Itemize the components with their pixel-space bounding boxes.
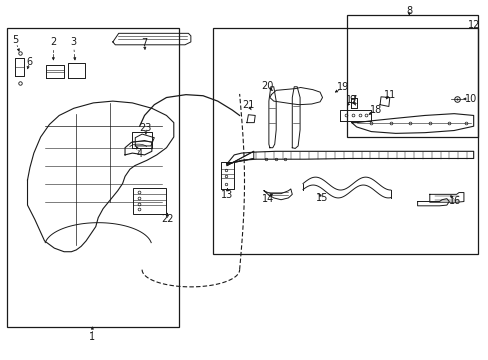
Text: 3: 3 <box>70 37 76 47</box>
Bar <box>6 28 178 327</box>
Text: 1: 1 <box>89 332 95 342</box>
Text: 8: 8 <box>406 6 411 16</box>
Bar <box>133 188 165 214</box>
Text: 6: 6 <box>26 57 32 67</box>
Text: 17: 17 <box>345 95 357 105</box>
Text: 22: 22 <box>161 214 173 224</box>
Text: 10: 10 <box>464 94 476 104</box>
Text: 5: 5 <box>12 35 19 45</box>
Text: 21: 21 <box>242 100 254 111</box>
Bar <box>212 28 477 253</box>
Text: 13: 13 <box>221 190 233 200</box>
Text: 18: 18 <box>369 105 382 115</box>
Text: 2: 2 <box>50 37 57 47</box>
Text: 16: 16 <box>448 196 460 206</box>
Text: 20: 20 <box>261 81 274 91</box>
Text: 15: 15 <box>316 193 328 203</box>
Text: 19: 19 <box>336 82 348 93</box>
Text: 12: 12 <box>467 20 479 30</box>
Text: 4: 4 <box>136 149 142 159</box>
Text: 11: 11 <box>383 90 395 100</box>
Text: 14: 14 <box>261 194 273 204</box>
Text: 23: 23 <box>139 123 151 133</box>
Text: 9: 9 <box>349 95 355 105</box>
Text: 7: 7 <box>141 38 147 48</box>
Bar <box>346 15 477 137</box>
